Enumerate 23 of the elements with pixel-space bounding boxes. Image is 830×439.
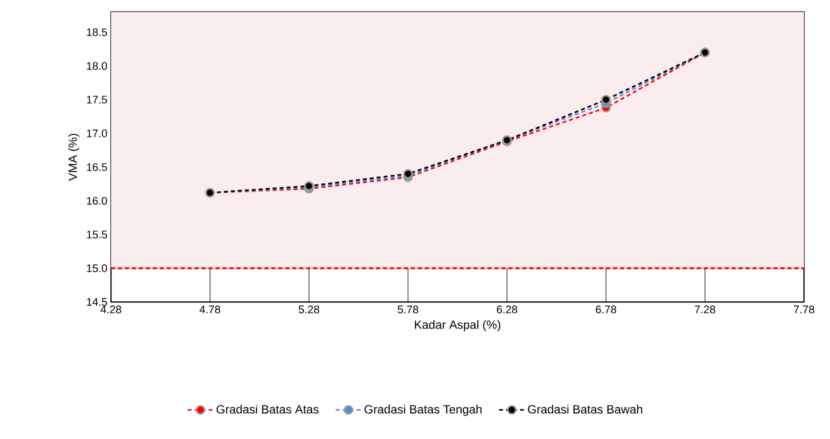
y-tick-label: 14.5 bbox=[86, 298, 108, 306]
x-tick-label: 4.28 bbox=[100, 306, 122, 314]
x-tick-label: 4.78 bbox=[200, 306, 220, 314]
x-tick-label: 6.78 bbox=[596, 306, 616, 314]
y-tick-label: 18.0 bbox=[86, 62, 108, 70]
x-tick-label: 7.28 bbox=[694, 306, 716, 314]
y-tick-label: 15.5 bbox=[86, 230, 108, 238]
y-tick-label: 17.0 bbox=[86, 130, 108, 138]
x-tick-label: 7.78 bbox=[794, 306, 814, 314]
y-axis-title: VMA (%) bbox=[68, 134, 80, 181]
y-tick-label: 17.5 bbox=[86, 96, 108, 104]
legend-label: Gradasi Batas Bawah bbox=[528, 404, 642, 414]
x-tick-label: 5.78 bbox=[398, 306, 418, 314]
x-axis-title: Kadar Aspal (%) bbox=[414, 320, 500, 332]
x-tick-label: 6.28 bbox=[496, 306, 518, 314]
y-tick-label: 18.5 bbox=[86, 28, 108, 36]
point bbox=[601, 94, 611, 104]
y-tick-label: 16.5 bbox=[86, 163, 108, 171]
y-tick-label: 16.0 bbox=[86, 196, 108, 205]
legend-label: Gradasi Batas Tengah bbox=[364, 404, 482, 416]
legend-label: Gradasi Batas Atas bbox=[216, 404, 319, 414]
x-tick-label: 5.28 bbox=[298, 306, 320, 314]
y-tick-label: 15.0 bbox=[86, 264, 108, 272]
